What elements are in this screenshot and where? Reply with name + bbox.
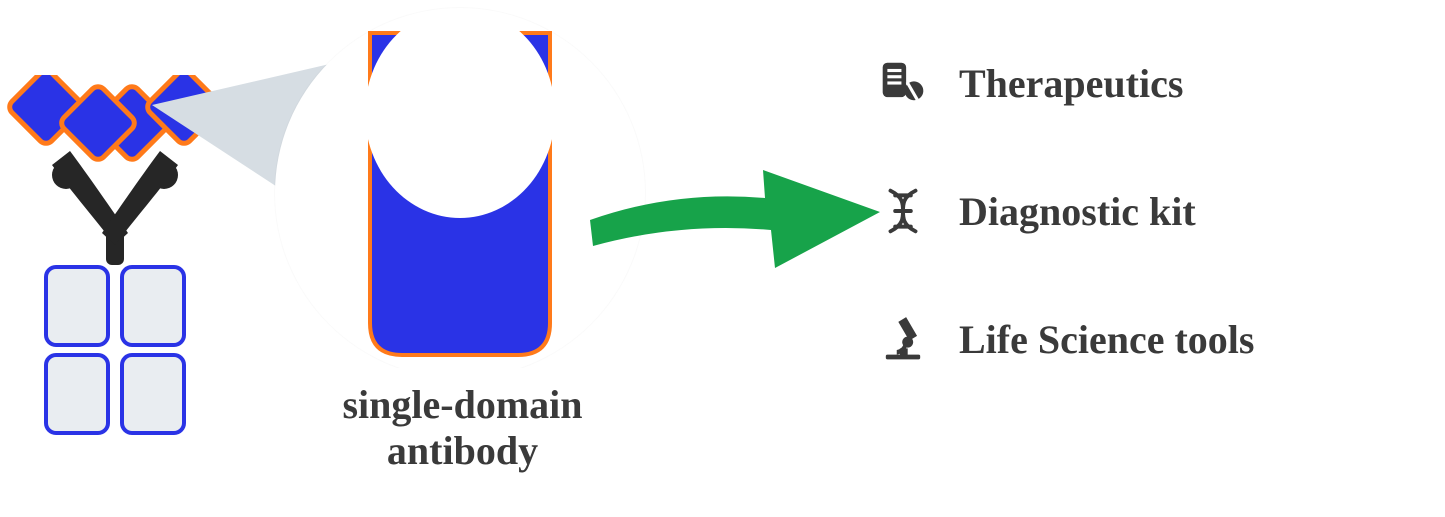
caption-box: single-domain antibody xyxy=(265,368,660,488)
diagram-stage: single-domain antibody xyxy=(0,0,1445,517)
list-item-label: Life Science tools xyxy=(959,316,1255,363)
caption-line1: single-domain xyxy=(342,382,582,427)
dna-icon xyxy=(875,183,931,239)
list-item-label: Diagnostic kit xyxy=(959,188,1196,235)
list-item: Therapeutics xyxy=(875,55,1415,111)
list-item: Life Science tools xyxy=(875,311,1415,367)
caption-text: single-domain antibody xyxy=(342,382,582,474)
list-item: Diagnostic kit xyxy=(875,183,1415,239)
list-item-label: Therapeutics xyxy=(959,60,1183,107)
microscope-icon xyxy=(875,311,931,367)
caption-line2: antibody xyxy=(387,428,538,473)
pills-icon xyxy=(875,55,931,111)
arrow-icon xyxy=(585,150,885,280)
applications-list: Therapeutics Diagnostic kit xyxy=(875,55,1415,439)
